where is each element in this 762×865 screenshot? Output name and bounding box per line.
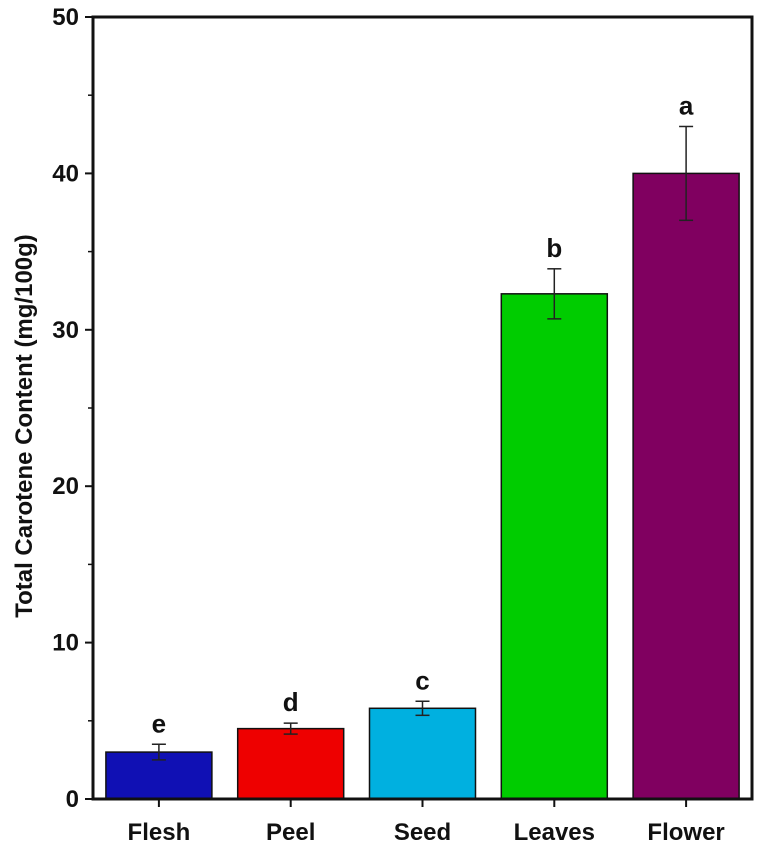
- x-axis: Flesh Peel Seed Leaves Flower: [128, 799, 725, 846]
- x-tick-label-peel: Peel: [266, 819, 315, 846]
- bar-seed: [368, 707, 477, 800]
- y-axis-title: Total Carotene Content (mg/100g): [11, 234, 38, 618]
- y-axis: 0 10 20 30 40 50: [52, 4, 93, 813]
- bar-leaves: [500, 293, 609, 800]
- y-tick-label: 40: [52, 160, 79, 187]
- x-tick-label-seed: Seed: [394, 819, 451, 846]
- y-tick-label: 10: [52, 630, 79, 657]
- x-tick-label-flower: Flower: [647, 819, 724, 846]
- error-bars-layer: [151, 125, 694, 761]
- bars-layer: [105, 172, 740, 800]
- significance-label-peel: d: [283, 687, 299, 717]
- error-bar-peel: [283, 722, 298, 735]
- significance-label-flesh: e: [152, 708, 166, 738]
- bar-flower: [632, 172, 740, 800]
- y-tick-label: 0: [66, 786, 79, 813]
- y-tick-label: 50: [52, 4, 79, 31]
- significance-label-flower: a: [679, 90, 694, 120]
- error-bar-seed: [415, 700, 430, 717]
- error-bar-flower: [679, 125, 694, 222]
- x-tick-label-flesh: Flesh: [128, 819, 191, 846]
- x-tick-label-leaves: Leaves: [514, 819, 595, 846]
- y-tick-label: 20: [52, 473, 79, 500]
- significance-label-leaves: b: [546, 233, 562, 263]
- y-tick-label: 30: [52, 317, 79, 344]
- significance-labels-layer: e d c b a: [152, 90, 694, 738]
- error-bar-leaves: [547, 268, 562, 320]
- error-bar-flesh: [151, 743, 166, 761]
- significance-label-seed: c: [415, 665, 429, 695]
- bar-peel: [236, 727, 345, 800]
